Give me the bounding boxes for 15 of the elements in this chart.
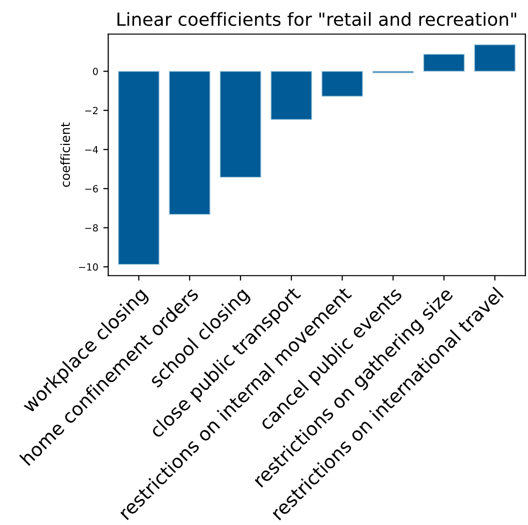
y-axis-title: coefficient: [60, 122, 70, 187]
y-tick-label: −4: [85, 146, 98, 154]
y-tick-label: −8: [85, 224, 98, 232]
bar: [220, 70, 262, 178]
y-tick-label: −2: [85, 106, 98, 114]
y-tick-label: −6: [85, 185, 98, 192]
bar: [474, 44, 516, 72]
y-tick-label: −10: [79, 263, 98, 271]
chart-title: Linear coefficients for "retail and recreation": [118, 12, 516, 26]
y-tick-label: 0: [92, 68, 98, 76]
bar: [270, 70, 312, 120]
bar: [321, 70, 363, 97]
bar: [118, 70, 160, 265]
bar: [168, 70, 210, 215]
bar: [423, 54, 465, 72]
